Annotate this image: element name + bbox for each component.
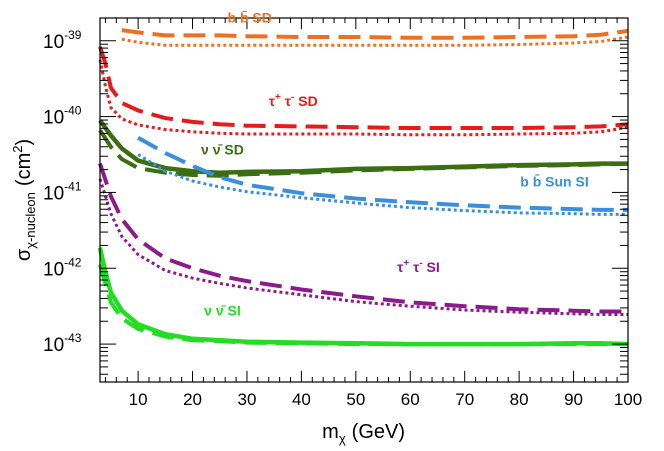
annotation-tautau-si: τ+ τ- SI	[397, 258, 440, 275]
y-tick-label: 10-39	[43, 28, 82, 53]
series-line-1	[121, 35, 629, 47]
y-tick-label: 10-43	[43, 331, 82, 356]
x-tick-label: 80	[510, 390, 529, 409]
x-tick-label: 100	[614, 390, 642, 409]
x-tick-label: 90	[564, 390, 583, 409]
series-line-2	[98, 46, 629, 130]
y-axis-ticks: 10-39 10-40 10-41 10-42 10-43	[43, 28, 628, 375]
series-line-7	[137, 153, 628, 216]
annotation-nunu-si: ν ν̄ SI	[204, 302, 241, 318]
series-annotations: b b̄ SD τ+ τ- SD ν ν̄ SD b b̄ Sun SI τ+ τ- S…	[201, 9, 589, 318]
series-line-9	[98, 178, 628, 316]
series-line-11	[98, 263, 628, 347]
series-line-3	[98, 59, 629, 137]
x-tick-label: 10	[129, 390, 148, 409]
y-tick-label: 10-42	[43, 255, 82, 280]
x-tick-label: 40	[292, 390, 311, 409]
annotation-tautau-sd: τ+ τ- SD	[269, 92, 318, 109]
annotation-bb-sd: b b̄ SD	[228, 9, 272, 26]
x-tick-label: 70	[455, 390, 474, 409]
x-tick-label: 50	[346, 390, 365, 409]
x-tick-label: 20	[183, 390, 202, 409]
series-line-5	[98, 129, 629, 178]
annotation-nunu-sd: ν ν̄ SD	[201, 142, 244, 158]
x-axis-label: mχ (GeV)	[322, 421, 405, 446]
series-layer	[97, 28, 629, 347]
series-line-6	[137, 136, 628, 212]
x-axis-ticks: 10 20 30 40 50 60 70 80 90 100	[104, 18, 642, 409]
y-axis-label: σχ-nucleon(cm2)	[10, 139, 38, 261]
x-tick-label: 60	[401, 390, 420, 409]
annotation-bb-sun-si: b b̄ Sun SI	[520, 173, 588, 190]
x-tick-label: 30	[238, 390, 257, 409]
series-line-8	[98, 162, 628, 314]
series-line-0	[121, 28, 629, 40]
y-tick-label: 10-41	[43, 179, 82, 204]
y-tick-label: 10-40	[43, 104, 82, 129]
